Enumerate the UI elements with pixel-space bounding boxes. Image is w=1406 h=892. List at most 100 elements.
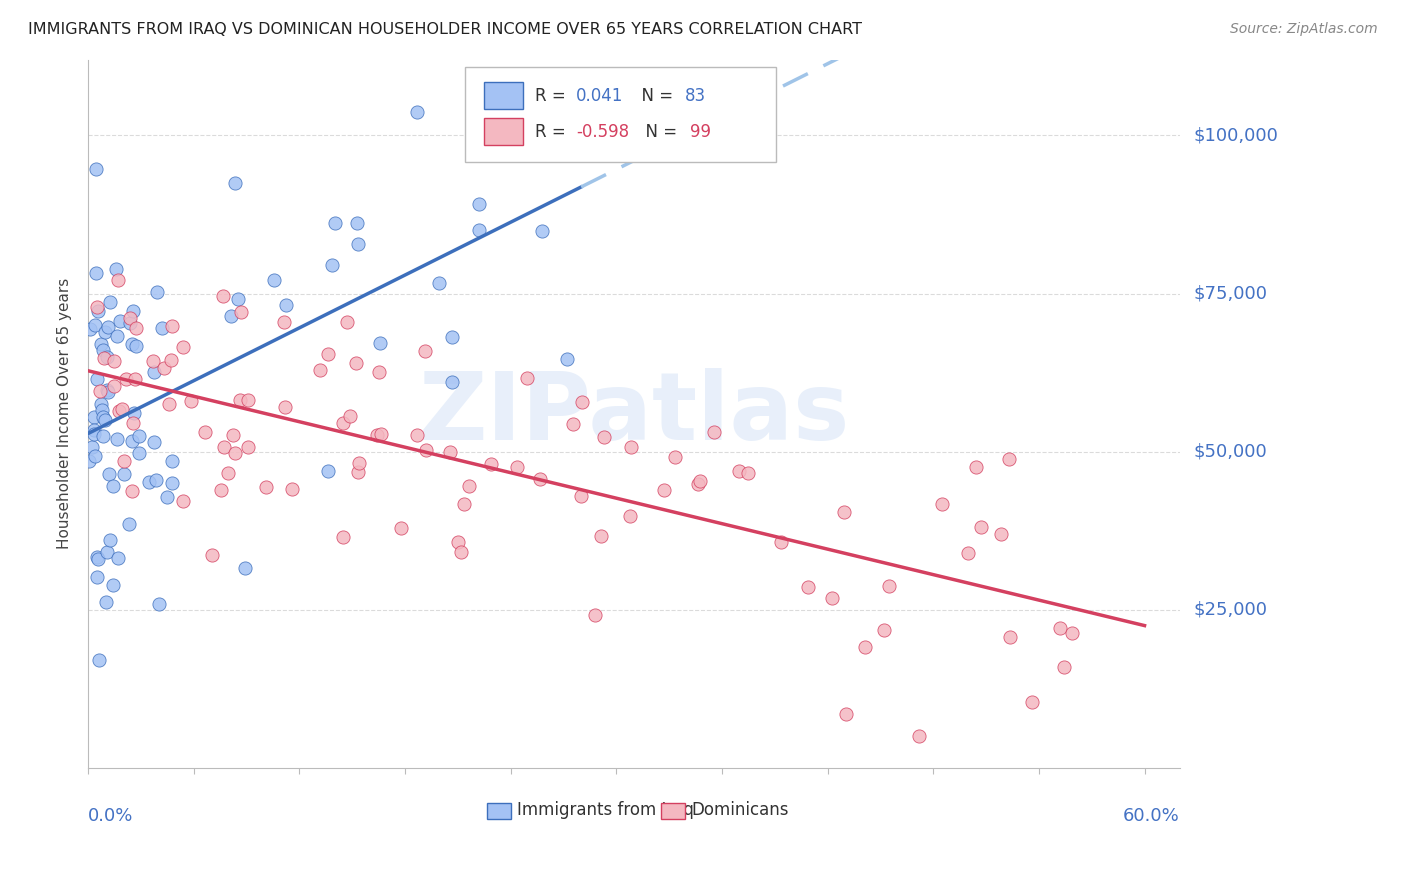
Point bbox=[226, 292, 249, 306]
Point bbox=[94, 325, 117, 339]
Point bbox=[108, 403, 131, 417]
Point bbox=[104, 261, 127, 276]
Point bbox=[263, 273, 285, 287]
Point bbox=[107, 551, 129, 566]
Point bbox=[316, 347, 339, 361]
Point bbox=[737, 466, 759, 480]
Text: Source: ZipAtlas.com: Source: ZipAtlas.com bbox=[1230, 22, 1378, 37]
Point bbox=[555, 351, 578, 366]
Point bbox=[619, 509, 641, 524]
Point bbox=[222, 427, 245, 442]
Point bbox=[688, 477, 710, 491]
Point bbox=[211, 483, 233, 498]
Point bbox=[562, 417, 585, 431]
Point bbox=[1049, 621, 1071, 635]
Point bbox=[145, 473, 167, 487]
Point bbox=[156, 490, 179, 504]
Point bbox=[821, 591, 844, 606]
Point bbox=[110, 314, 132, 328]
Point bbox=[84, 318, 107, 333]
Point bbox=[321, 258, 343, 272]
Point bbox=[571, 394, 593, 409]
Point bbox=[965, 460, 987, 475]
Point bbox=[446, 535, 468, 549]
Point bbox=[103, 353, 125, 368]
Bar bbox=[485, 82, 523, 110]
Point bbox=[366, 428, 388, 442]
Point bbox=[530, 224, 553, 238]
Text: 99: 99 bbox=[689, 123, 710, 141]
Point bbox=[114, 372, 136, 386]
Point bbox=[98, 533, 121, 548]
Point bbox=[273, 316, 295, 330]
Point bbox=[125, 320, 148, 334]
Point bbox=[96, 350, 118, 364]
Text: 60.0%: 60.0% bbox=[1123, 806, 1180, 824]
Bar bbox=[485, 119, 523, 145]
Point bbox=[172, 340, 194, 354]
Point bbox=[346, 216, 368, 230]
Point bbox=[105, 432, 128, 446]
Point bbox=[339, 409, 361, 423]
Point bbox=[274, 298, 297, 312]
Point bbox=[664, 450, 686, 464]
Point bbox=[90, 402, 112, 417]
Point bbox=[492, 148, 515, 162]
Point bbox=[160, 352, 183, 367]
Text: $75,000: $75,000 bbox=[1194, 285, 1268, 302]
Text: $50,000: $50,000 bbox=[1194, 442, 1267, 460]
Point bbox=[121, 434, 143, 449]
Point bbox=[336, 315, 359, 329]
Point bbox=[560, 133, 582, 147]
Point bbox=[146, 285, 169, 299]
Point bbox=[591, 529, 613, 543]
Point bbox=[1053, 660, 1076, 674]
Point bbox=[86, 161, 108, 176]
Point bbox=[90, 337, 112, 351]
Point bbox=[853, 640, 876, 655]
Point bbox=[931, 497, 953, 511]
Point bbox=[142, 354, 165, 368]
Point bbox=[583, 607, 606, 622]
Point bbox=[516, 371, 538, 385]
Text: $25,000: $25,000 bbox=[1194, 600, 1268, 619]
Text: $100,000: $100,000 bbox=[1194, 127, 1278, 145]
Point bbox=[97, 384, 120, 399]
Point bbox=[877, 579, 900, 593]
Point bbox=[224, 176, 246, 190]
Point bbox=[998, 451, 1021, 466]
Point bbox=[93, 351, 115, 365]
Point bbox=[998, 630, 1021, 644]
Point bbox=[370, 336, 392, 351]
Text: ZIPatlas: ZIPatlas bbox=[418, 368, 849, 459]
Text: Dominicans: Dominicans bbox=[692, 801, 789, 819]
Y-axis label: Householder Income Over 65 years: Householder Income Over 65 years bbox=[58, 278, 72, 549]
Point bbox=[160, 475, 183, 490]
Point bbox=[83, 423, 105, 437]
Point bbox=[957, 546, 980, 560]
Point bbox=[93, 410, 115, 425]
Point bbox=[103, 479, 125, 493]
Point bbox=[274, 400, 297, 414]
Point bbox=[86, 304, 108, 318]
Point bbox=[406, 428, 429, 442]
Point bbox=[138, 475, 160, 489]
Point bbox=[128, 446, 150, 460]
Point bbox=[346, 236, 368, 251]
Point bbox=[440, 330, 463, 344]
Point bbox=[429, 276, 451, 290]
Point bbox=[103, 379, 125, 393]
Text: R =: R = bbox=[534, 87, 571, 105]
Point bbox=[86, 569, 108, 583]
Point bbox=[96, 595, 118, 609]
Point bbox=[1060, 625, 1083, 640]
Point bbox=[86, 372, 108, 386]
Point bbox=[468, 223, 491, 237]
Point bbox=[114, 454, 136, 468]
Point bbox=[91, 429, 114, 443]
Point bbox=[124, 372, 146, 386]
Point bbox=[450, 545, 472, 559]
Bar bbox=[486, 803, 510, 819]
Point bbox=[160, 319, 183, 334]
Point bbox=[332, 530, 354, 544]
